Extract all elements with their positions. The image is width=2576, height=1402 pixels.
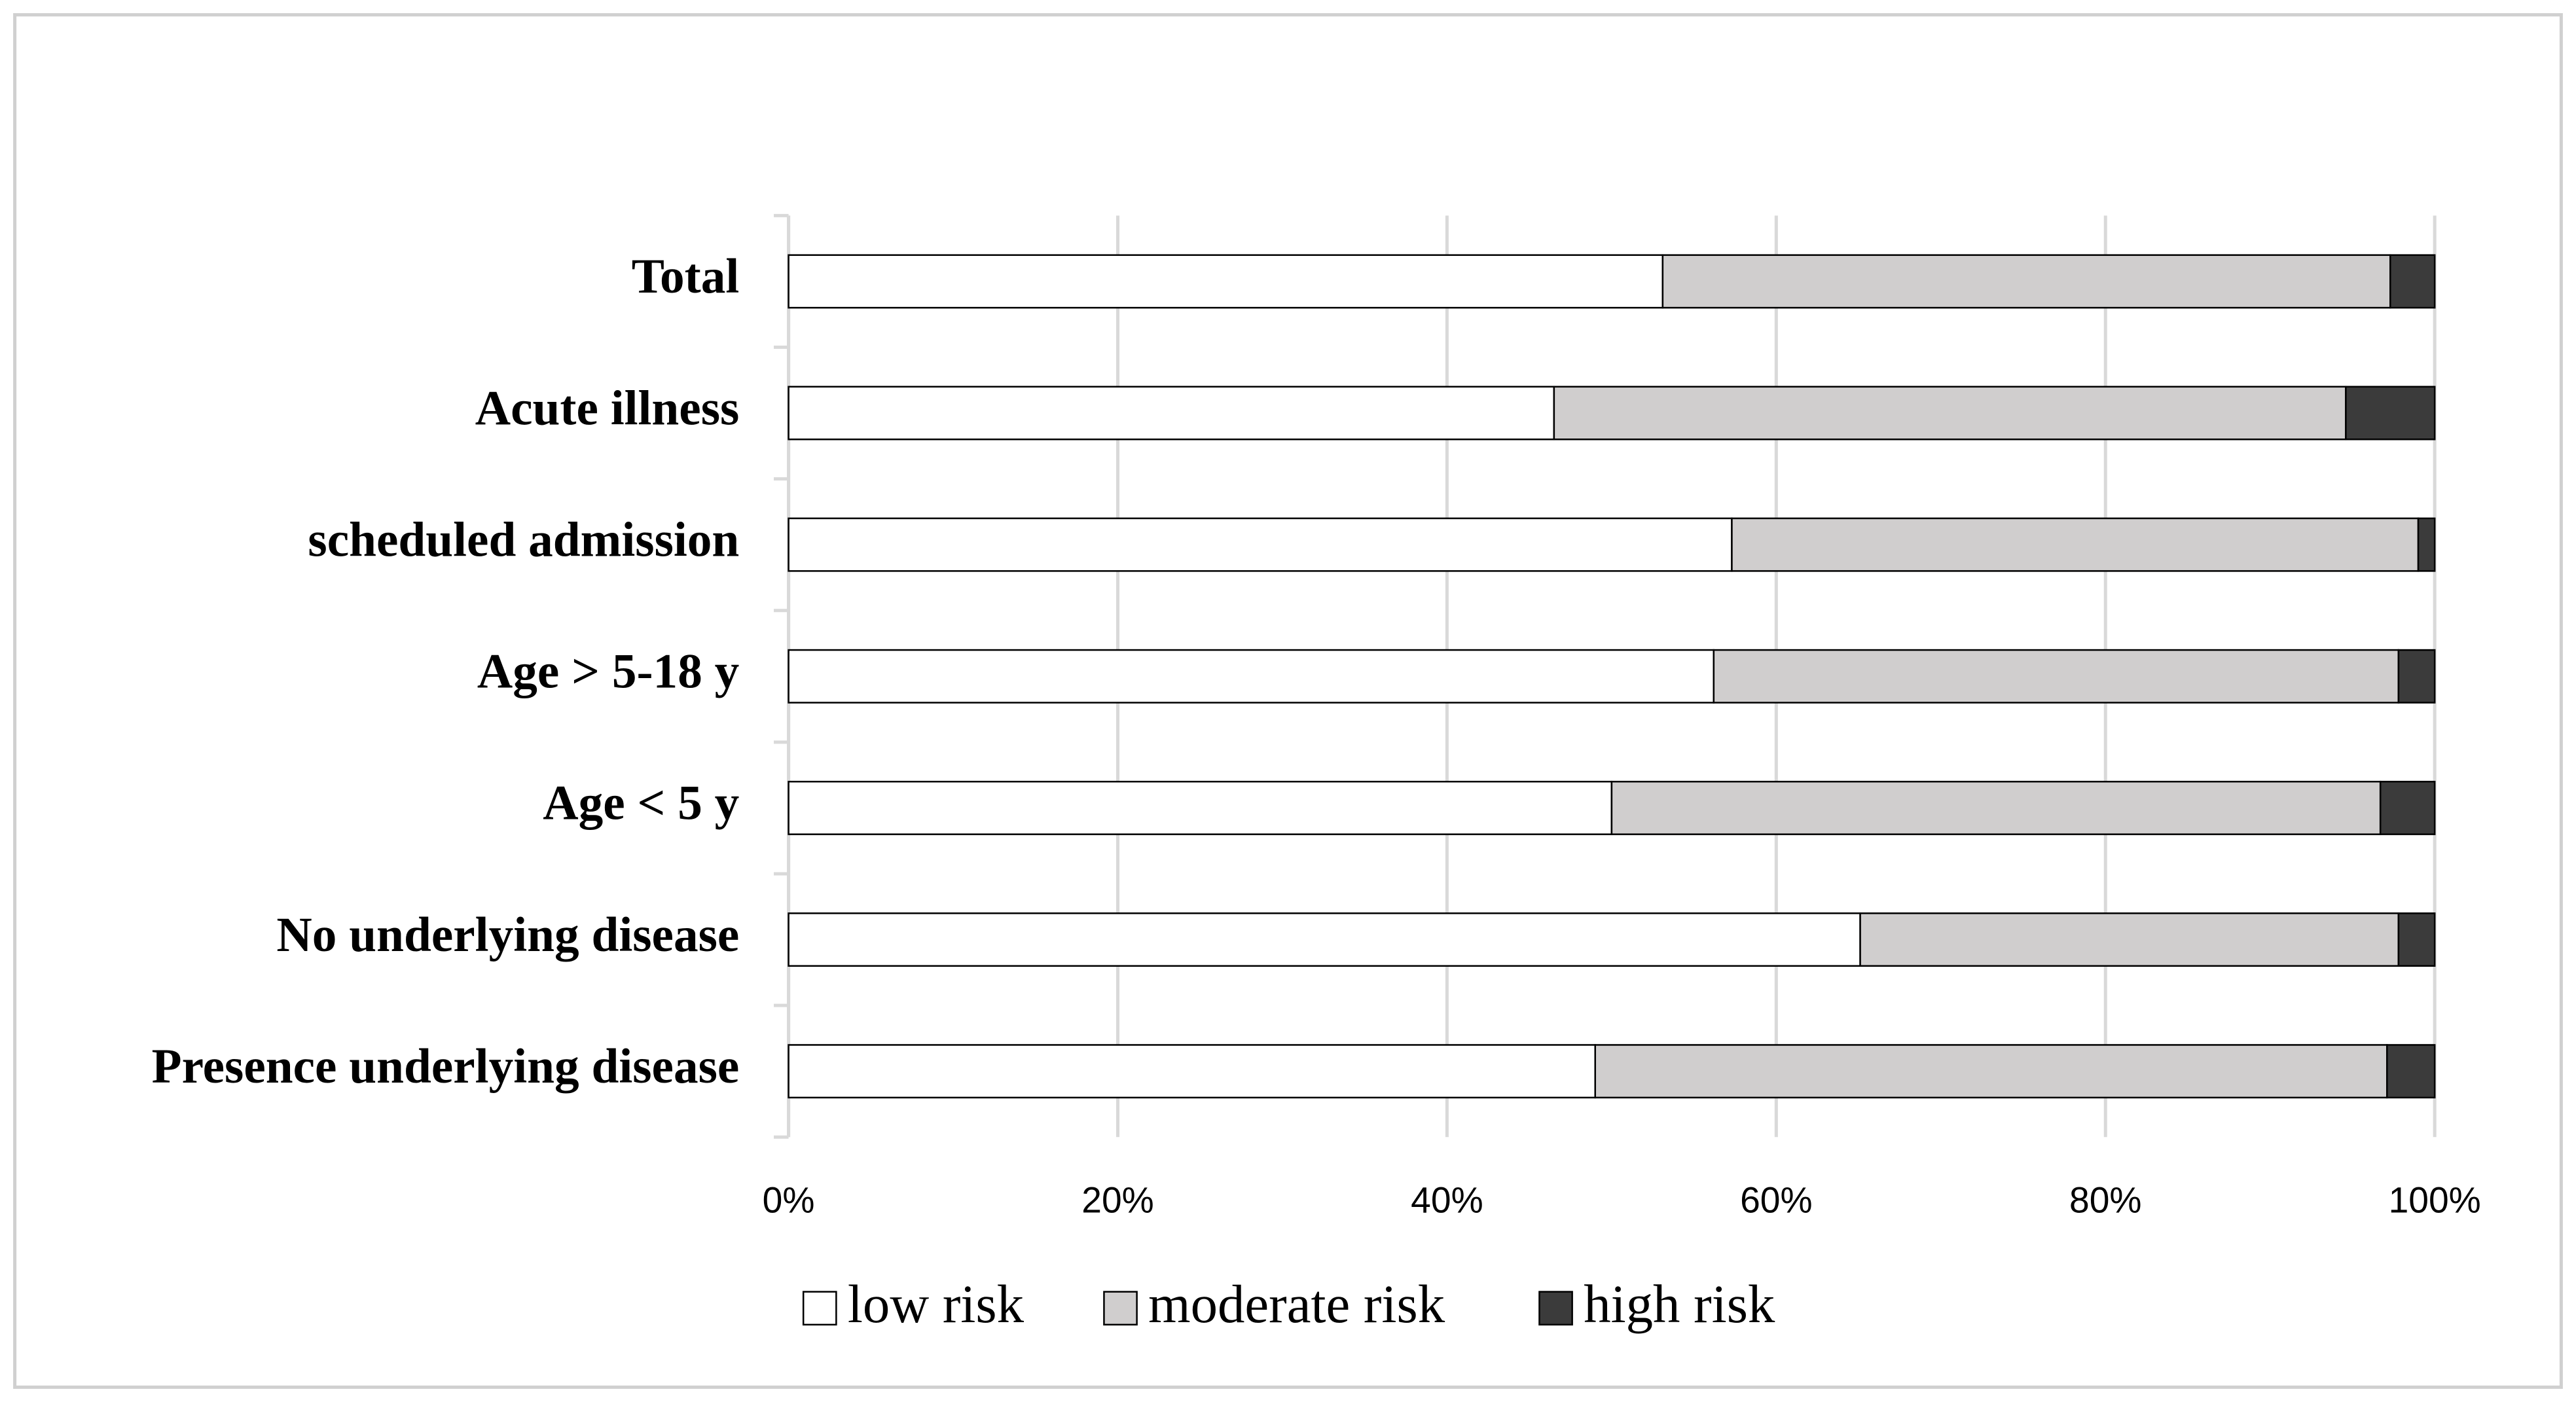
bar-segment [788, 780, 1613, 835]
x-tick-label: 0% [763, 1179, 815, 1220]
bar-segment [1610, 780, 2382, 835]
y-tick-label: Total [632, 249, 740, 304]
bar-segment [1594, 1044, 2388, 1099]
legend-label: moderate risk [1148, 1274, 1445, 1334]
bar-segment [2397, 912, 2436, 967]
bar-segment [2386, 1044, 2436, 1099]
bar-segment [788, 649, 1715, 704]
bar-segment [1731, 517, 2420, 572]
legend-swatch [802, 1291, 837, 1326]
bar-segment [2417, 517, 2436, 572]
y-tick-label: No underlying disease [276, 908, 739, 962]
bar-segment [788, 386, 1555, 440]
legend-swatch [1538, 1291, 1573, 1326]
legend-swatch [1103, 1291, 1138, 1326]
bar-segment [1661, 254, 2391, 309]
y-tick-label: Presence underlying disease [152, 1039, 740, 1094]
x-tick-label: 100% [2389, 1179, 2481, 1220]
y-tick-label: Age > 5-18 y [477, 645, 739, 699]
bar-segment [1553, 386, 2347, 440]
legend-label: high risk [1584, 1274, 1775, 1334]
bar-segment [2389, 254, 2436, 309]
bar-segment [1859, 912, 2400, 967]
y-tick-label: Acute illness [475, 381, 740, 435]
bar-segment [1713, 649, 2400, 704]
bar-segment [788, 254, 1664, 309]
bar-segment [2397, 649, 2436, 704]
bar-segment [2379, 780, 2436, 835]
x-tick-label: 20% [1081, 1179, 1153, 1220]
y-tick-label: Age < 5 y [543, 776, 739, 831]
x-tick-label: 80% [2069, 1179, 2141, 1220]
legend-label: low risk [848, 1274, 1025, 1334]
bar-segment [788, 517, 1733, 572]
bar-segment [788, 1044, 1596, 1099]
bar-segment [788, 912, 1861, 967]
x-tick-label: 60% [1740, 1179, 1812, 1220]
bar-segment [2345, 386, 2436, 440]
y-tick-label: scheduled admission [308, 512, 739, 567]
x-tick-label: 40% [1411, 1179, 1483, 1220]
